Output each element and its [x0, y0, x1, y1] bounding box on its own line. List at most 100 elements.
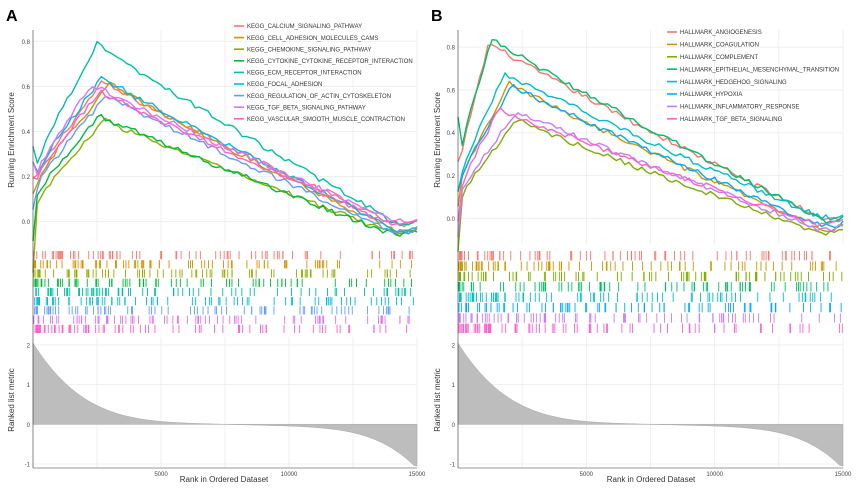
hit-tick [772, 261, 774, 271]
hit-tick [148, 324, 149, 333]
hit-tick [829, 271, 830, 282]
hit-tick [106, 315, 107, 324]
hit-tick [464, 261, 466, 271]
ranked-metric-area [32, 342, 418, 467]
hit-tick [738, 261, 740, 271]
hit-tick [238, 278, 239, 287]
hit-tick [490, 302, 492, 313]
hit-tick [278, 251, 280, 260]
hit-tick [195, 324, 196, 333]
hit-tick [39, 269, 41, 278]
hit-tick [663, 302, 665, 313]
hit-tick [569, 302, 571, 313]
hit-tick [604, 251, 606, 261]
hit-tick [107, 315, 109, 324]
legend-label: KEGG_CHEMOKINE_SIGNALING_PATHWAY [247, 47, 371, 53]
hit-tick [139, 278, 140, 287]
hit-tick [104, 306, 105, 315]
hit-tick [806, 251, 807, 261]
hit-tick [101, 287, 103, 297]
hit-tick [255, 278, 257, 287]
hit-tick [816, 282, 818, 292]
hit-tick [781, 261, 783, 271]
hit-tick [209, 297, 211, 306]
hit-tick [488, 313, 490, 323]
hit-tick [255, 315, 257, 324]
hit-tick [198, 287, 200, 297]
hit-tick [162, 269, 164, 278]
hit-tick [610, 261, 612, 271]
hit-tick [68, 297, 70, 306]
hit-tick [39, 297, 40, 306]
hit-tick [772, 323, 773, 333]
hit-tick [283, 324, 285, 333]
hit-tick [222, 315, 224, 324]
hit-tick [488, 323, 490, 333]
hit-tick [535, 323, 537, 333]
es-tick-label: 0.2 [447, 174, 456, 180]
hit-tick [57, 287, 58, 297]
hit-tick [86, 269, 88, 278]
hit-tick [612, 251, 614, 261]
hit-tick [119, 251, 121, 260]
hit-tick [810, 302, 812, 313]
hit-tick [195, 269, 197, 278]
hit-tick [537, 251, 539, 261]
hit-tick [496, 302, 498, 313]
hit-tick [111, 251, 113, 260]
hit-tick [105, 287, 106, 297]
hit-tick [36, 269, 38, 278]
hit-tick [593, 292, 595, 302]
hit-tick [582, 271, 584, 282]
hit-tick [538, 292, 540, 302]
hit-tick [88, 269, 90, 278]
hit-tick [379, 251, 380, 260]
hit-tick [135, 260, 136, 269]
hit-tick [604, 282, 606, 292]
hit-tick [671, 313, 672, 323]
hit-tick [234, 315, 235, 324]
hit-tick [285, 297, 287, 306]
hit-tick [384, 315, 386, 324]
hit-tick [459, 313, 461, 323]
hit-tick [378, 315, 379, 324]
hit-tick [211, 260, 213, 269]
hit-tick [603, 292, 605, 302]
hit-tick [108, 287, 110, 297]
hit-tick [403, 287, 405, 297]
hit-tick [37, 306, 38, 315]
hit-tick [471, 282, 473, 292]
hit-tick [77, 324, 79, 333]
hit-tick [85, 306, 87, 315]
hit-tick [309, 269, 311, 278]
hit-tick [77, 278, 79, 287]
hit-tick [344, 306, 346, 315]
hit-tick [598, 302, 600, 313]
hit-tick [472, 261, 473, 271]
hit-tick [615, 302, 617, 313]
hit-tick [114, 315, 115, 324]
metric-tick-label: 2 [27, 343, 31, 349]
hit-tick [529, 302, 530, 313]
hit-tick [299, 306, 301, 315]
hit-tick [459, 292, 460, 302]
hit-tick [503, 251, 505, 261]
hit-tick [215, 251, 217, 260]
hit-tick [186, 315, 188, 324]
hit-tick [112, 251, 114, 260]
hit-tick [565, 302, 567, 313]
hit-tick [52, 287, 54, 297]
hit-tick [460, 251, 462, 261]
hit-tick [34, 260, 36, 269]
hit-tick [109, 251, 111, 260]
hit-tick [166, 315, 168, 324]
hit-tick [476, 292, 477, 302]
hit-tick [748, 282, 750, 292]
hit-tick [804, 292, 806, 302]
es-curve-hallmark-epithelial-mesenchymal-transition [457, 39, 844, 224]
hit-tick [195, 315, 197, 324]
hit-tick [621, 323, 623, 333]
hit-tick [57, 251, 59, 260]
hit-tick [723, 313, 725, 323]
hit-tick [304, 269, 306, 278]
